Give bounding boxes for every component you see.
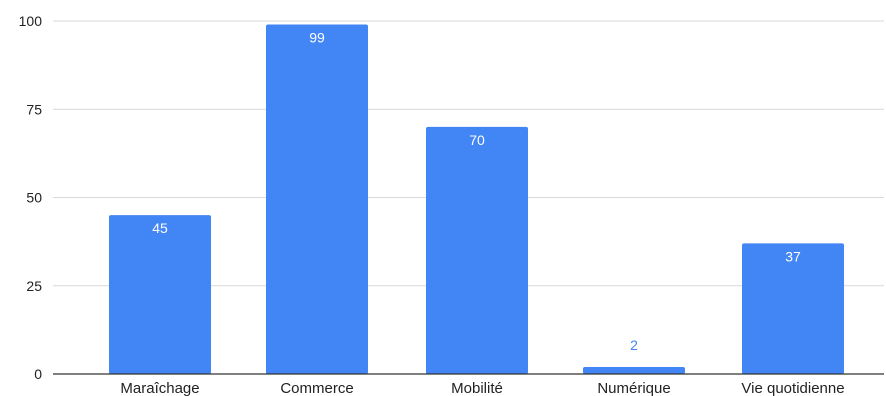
bar	[109, 215, 211, 374]
x-category-label: Mobilité	[451, 380, 503, 396]
data-label: 70	[469, 132, 485, 148]
data-label: 99	[309, 30, 325, 46]
bar	[266, 24, 368, 375]
x-category-label: Maraîchage	[120, 380, 199, 396]
bar	[583, 366, 685, 374]
data-labels: 45 99 70 2 37	[152, 30, 801, 353]
data-label: 37	[785, 248, 801, 264]
bar	[742, 243, 844, 374]
x-category-label: Vie quotidienne	[741, 380, 844, 396]
y-tick-label: 75	[26, 101, 42, 117]
x-axis-categories: Maraîchage Commerce Mobilité Numérique Vie q…	[120, 380, 844, 396]
y-tick-label: 50	[26, 190, 42, 206]
data-label: 2	[630, 337, 638, 353]
y-tick-label: 100	[19, 13, 43, 29]
x-category-label: Numérique	[597, 380, 670, 396]
y-axis-ticks: 0 25 50 75 100	[19, 13, 43, 382]
bars	[109, 24, 844, 375]
bar	[426, 126, 528, 375]
y-tick-label: 0	[34, 366, 42, 382]
data-label: 45	[152, 220, 168, 236]
y-tick-label: 25	[26, 278, 42, 294]
x-category-label: Commerce	[280, 380, 353, 396]
